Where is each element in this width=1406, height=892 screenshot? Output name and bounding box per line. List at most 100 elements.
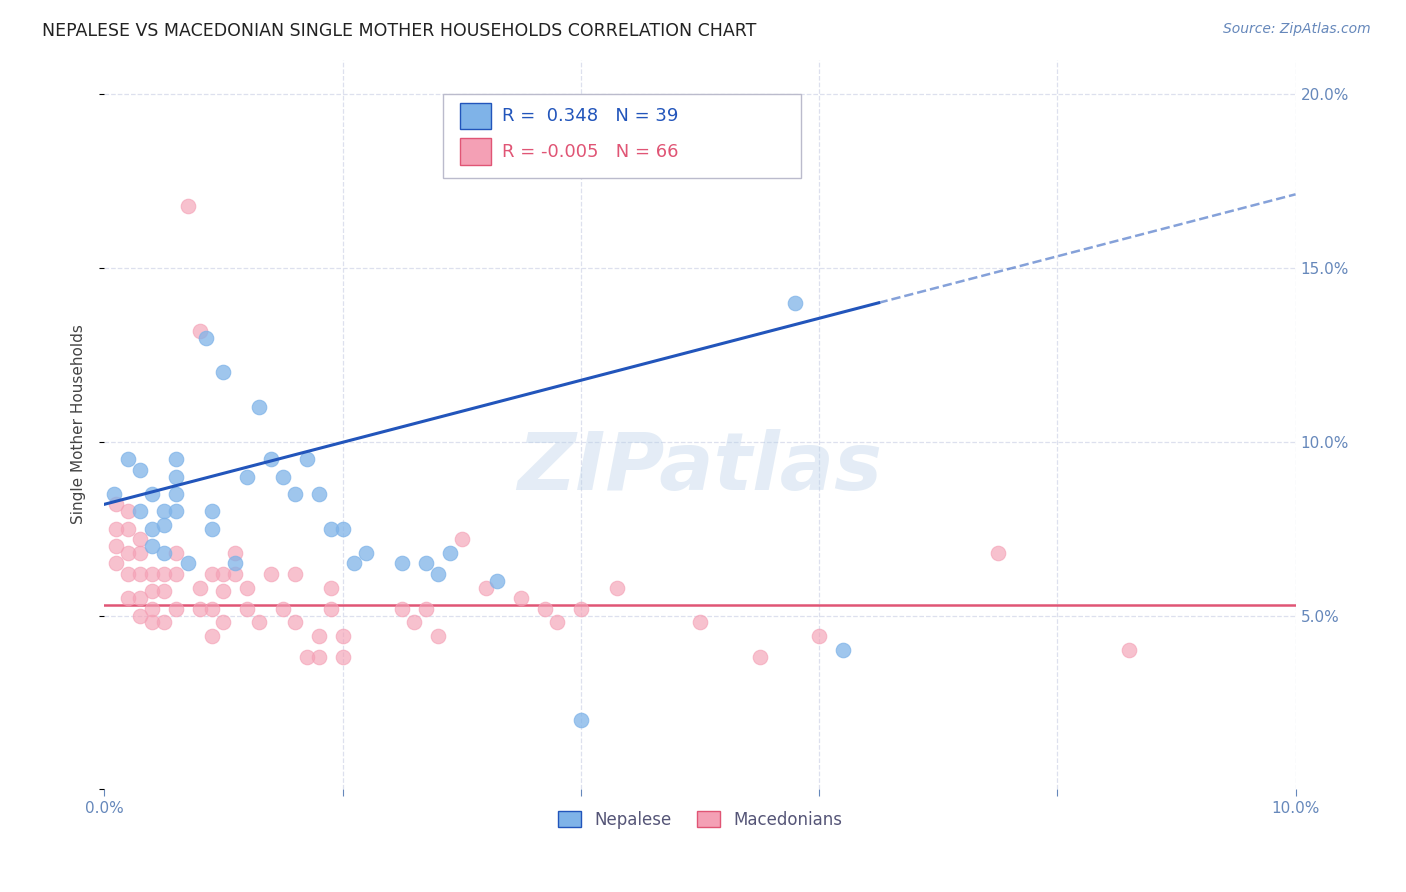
Point: [319, 522, 342, 536]
Point: [606, 581, 628, 595]
Legend: Nepalese, Macedonians: Nepalese, Macedonians: [551, 805, 849, 836]
Point: [247, 615, 270, 630]
Point: [391, 557, 413, 571]
Point: [212, 365, 235, 379]
Point: [141, 566, 163, 581]
Point: [200, 522, 222, 536]
Point: [332, 629, 354, 643]
Point: [153, 504, 176, 518]
Point: [308, 487, 330, 501]
Point: [295, 452, 318, 467]
Point: [284, 487, 307, 501]
Point: [153, 518, 176, 533]
Point: [236, 601, 259, 615]
Point: [319, 601, 342, 615]
Text: Source: ZipAtlas.com: Source: ZipAtlas.com: [1223, 22, 1371, 37]
Point: [194, 330, 217, 344]
Text: R = -0.005   N = 66: R = -0.005 N = 66: [502, 143, 679, 161]
Point: [534, 601, 557, 615]
Point: [117, 566, 139, 581]
Point: [247, 400, 270, 414]
Point: [117, 522, 139, 536]
Point: [117, 504, 139, 518]
Point: [165, 546, 187, 560]
Point: [105, 522, 128, 536]
Point: [332, 522, 354, 536]
Point: [450, 532, 472, 546]
Point: [105, 497, 128, 511]
Text: R =  0.348   N = 39: R = 0.348 N = 39: [502, 107, 678, 125]
Text: ZIPatlas: ZIPatlas: [517, 429, 883, 508]
Point: [165, 504, 187, 518]
Point: [165, 601, 187, 615]
Point: [831, 643, 853, 657]
Point: [308, 629, 330, 643]
Point: [319, 581, 342, 595]
Point: [105, 557, 128, 571]
Point: [402, 615, 425, 630]
Point: [391, 601, 413, 615]
Point: [439, 546, 461, 560]
Y-axis label: Single Mother Households: Single Mother Households: [72, 325, 86, 524]
Point: [129, 591, 152, 606]
Point: [141, 601, 163, 615]
Point: [569, 601, 592, 615]
Point: [260, 566, 283, 581]
Point: [224, 557, 246, 571]
Point: [129, 532, 152, 546]
Point: [117, 546, 139, 560]
Point: [153, 584, 176, 599]
Point: [141, 615, 163, 630]
Point: [117, 591, 139, 606]
Point: [236, 469, 259, 483]
Point: [486, 574, 509, 588]
Point: [332, 650, 354, 665]
Point: [153, 566, 176, 581]
Point: [689, 615, 711, 630]
Point: [260, 452, 283, 467]
Point: [224, 546, 246, 560]
Point: [415, 557, 437, 571]
Point: [200, 566, 222, 581]
Point: [141, 584, 163, 599]
Point: [117, 452, 139, 467]
Point: [343, 557, 366, 571]
Point: [188, 581, 211, 595]
Point: [200, 601, 222, 615]
Point: [176, 198, 198, 212]
Point: [785, 295, 807, 310]
Point: [808, 629, 831, 643]
Point: [569, 713, 592, 727]
Point: [129, 608, 152, 623]
Text: NEPALESE VS MACEDONIAN SINGLE MOTHER HOUSEHOLDS CORRELATION CHART: NEPALESE VS MACEDONIAN SINGLE MOTHER HOU…: [42, 22, 756, 40]
Point: [284, 615, 307, 630]
Point: [426, 629, 449, 643]
Point: [165, 487, 187, 501]
Point: [141, 487, 163, 501]
Point: [200, 629, 222, 643]
Point: [271, 469, 294, 483]
Point: [212, 566, 235, 581]
Point: [165, 566, 187, 581]
Point: [212, 615, 235, 630]
Point: [987, 546, 1010, 560]
Point: [271, 601, 294, 615]
Point: [153, 615, 176, 630]
Point: [103, 487, 125, 501]
Point: [200, 504, 222, 518]
Point: [284, 566, 307, 581]
Point: [153, 546, 176, 560]
Point: [546, 615, 568, 630]
Point: [105, 539, 128, 553]
Point: [129, 504, 152, 518]
Point: [165, 469, 187, 483]
Point: [129, 462, 152, 476]
Point: [236, 581, 259, 595]
Point: [510, 591, 533, 606]
Point: [165, 452, 187, 467]
Point: [129, 566, 152, 581]
Point: [356, 546, 378, 560]
Point: [212, 584, 235, 599]
Point: [188, 324, 211, 338]
Point: [188, 601, 211, 615]
